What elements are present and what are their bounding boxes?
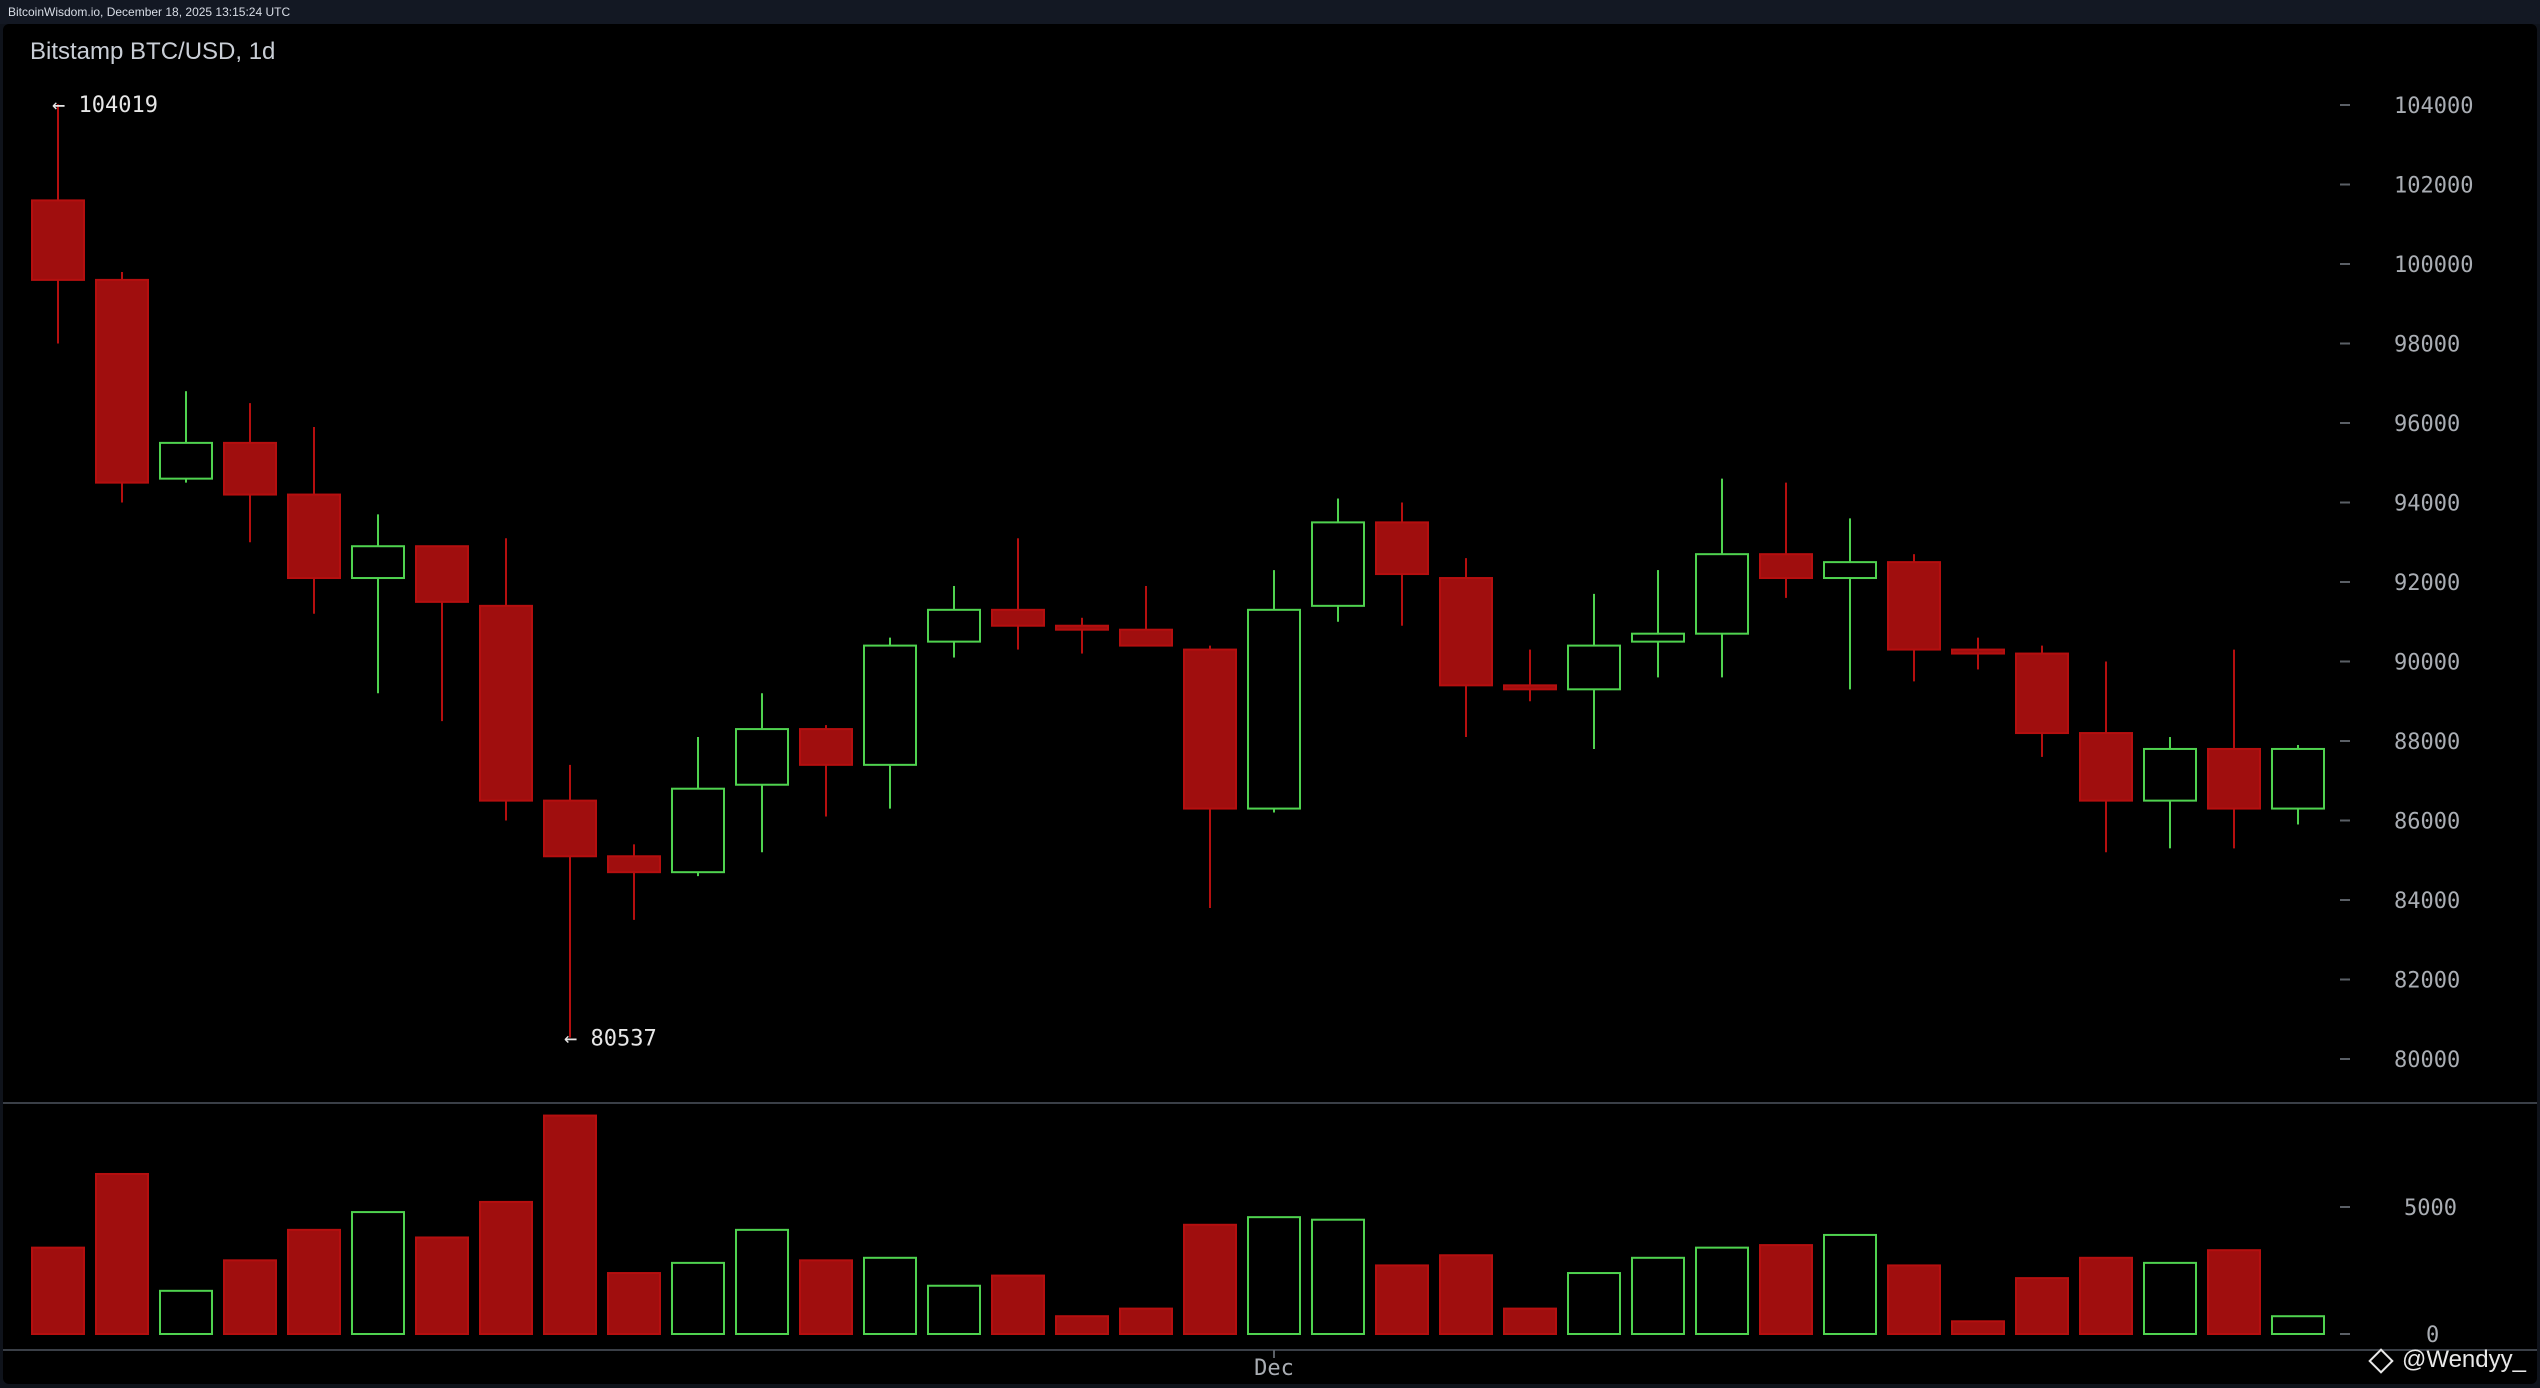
candle-body <box>159 441 213 480</box>
volume-bar <box>863 1256 917 1336</box>
volume-bar <box>2271 1315 2325 1335</box>
volume-bar <box>2143 1261 2197 1336</box>
volume-bar <box>287 1228 341 1335</box>
candle-body <box>1055 624 1109 631</box>
candle-body <box>2271 747 2325 810</box>
price-tick-label: 84000 <box>2394 889 2460 914</box>
price-tick-label: 80000 <box>2394 1048 2460 1073</box>
volume-bar <box>927 1284 981 1335</box>
candle-body <box>863 644 917 766</box>
candle-body <box>1887 561 1941 651</box>
volume-bar <box>991 1274 1045 1335</box>
price-tick-label: 86000 <box>2394 810 2460 835</box>
volume-bar <box>1567 1272 1621 1336</box>
candle-body <box>31 199 85 281</box>
candle-body <box>287 493 341 580</box>
candle-body <box>2079 732 2133 802</box>
volume-bar <box>159 1289 213 1335</box>
volume-bar <box>1695 1246 1749 1336</box>
volume-bar <box>735 1228 789 1335</box>
top-bar: BitcoinWisdom.io, December 18, 2025 13:1… <box>0 0 2540 24</box>
price-tick-label: 102000 <box>2394 174 2473 199</box>
price-tick-label: 96000 <box>2394 412 2460 437</box>
candle-body <box>735 728 789 786</box>
candle-body <box>95 278 149 484</box>
price-tick-label: 82000 <box>2394 969 2460 994</box>
volume-bar <box>2015 1277 2069 1335</box>
price-tick-label: 92000 <box>2394 571 2460 596</box>
candle-body <box>1823 561 1877 580</box>
volume-bar <box>1311 1218 1365 1335</box>
volume-tick-label: 0 <box>2426 1323 2439 1348</box>
extreme-annotation: ← 80537 <box>564 1027 657 1052</box>
candle-body <box>1247 608 1301 810</box>
candle-body <box>543 799 597 858</box>
watermark: @Wendyy_ <box>2368 1346 2526 1374</box>
volume-bar <box>223 1259 277 1335</box>
candle-body <box>1951 648 2005 655</box>
candle-body <box>991 608 1045 627</box>
volume-bar <box>479 1200 533 1336</box>
volume-bar <box>2207 1249 2261 1336</box>
volume-bar <box>1055 1315 1109 1335</box>
price-tick-label: 98000 <box>2394 333 2460 358</box>
volume-bar <box>2079 1256 2133 1336</box>
candle-body <box>2015 652 2069 735</box>
volume-bar <box>95 1172 149 1335</box>
volume-bar <box>543 1114 597 1336</box>
candle-body <box>2207 747 2261 810</box>
candle-body <box>1119 628 1173 647</box>
volume-bar <box>1951 1320 2005 1336</box>
volume-bar <box>1503 1307 1557 1335</box>
candle-body <box>479 604 533 802</box>
extreme-annotation: ← 104019 <box>52 93 158 118</box>
date-label: Dec <box>1254 1356 1294 1381</box>
volume-tick-label: 5000 <box>2404 1196 2457 1221</box>
candle-body <box>1567 644 1621 691</box>
candle-body <box>415 545 469 603</box>
price-tick-label: 104000 <box>2394 94 2473 119</box>
candle-body <box>1311 521 1365 607</box>
watermark-logo-icon <box>2368 1347 2394 1374</box>
candle-body <box>1631 632 1685 643</box>
volume-bar <box>607 1272 661 1336</box>
source-timestamp: BitcoinWisdom.io, December 18, 2025 13:1… <box>8 5 291 19</box>
volume-bar <box>31 1246 85 1336</box>
candle-body <box>671 787 725 874</box>
volume-bar <box>1631 1256 1685 1336</box>
watermark-text: @Wendyy_ <box>2402 1346 2526 1373</box>
candle-body <box>607 855 661 874</box>
candle-body <box>1759 553 1813 580</box>
price-tick-label: 88000 <box>2394 730 2460 755</box>
chart-title: Bitstamp BTC/USD, 1d <box>30 38 276 65</box>
candle-body <box>1375 521 1429 576</box>
candle-body <box>1503 684 1557 691</box>
volume-bar <box>415 1236 469 1335</box>
candle-body <box>1183 648 1237 810</box>
price-tick-label: 94000 <box>2394 492 2460 517</box>
candle-body <box>2143 747 2197 802</box>
volume-bar <box>1375 1264 1429 1336</box>
volume-bar <box>1183 1223 1237 1336</box>
volume-bar <box>671 1261 725 1336</box>
volume-bar <box>1247 1216 1301 1336</box>
candle-body <box>1439 577 1493 687</box>
volume-bar <box>1759 1244 1813 1335</box>
price-tick-label: 90000 <box>2394 651 2460 676</box>
volume-bar <box>799 1259 853 1335</box>
candle-body <box>351 545 405 580</box>
volume-bar <box>1439 1254 1493 1336</box>
candle-body <box>223 441 277 496</box>
volume-bar <box>1887 1264 1941 1336</box>
volume-bar <box>1823 1233 1877 1335</box>
candle-body <box>927 608 981 643</box>
volume-bar <box>1119 1307 1173 1335</box>
candle-body <box>1695 553 1749 635</box>
price-tick-label: 100000 <box>2394 253 2473 278</box>
candle-body <box>799 728 853 766</box>
volume-bar <box>351 1211 405 1335</box>
